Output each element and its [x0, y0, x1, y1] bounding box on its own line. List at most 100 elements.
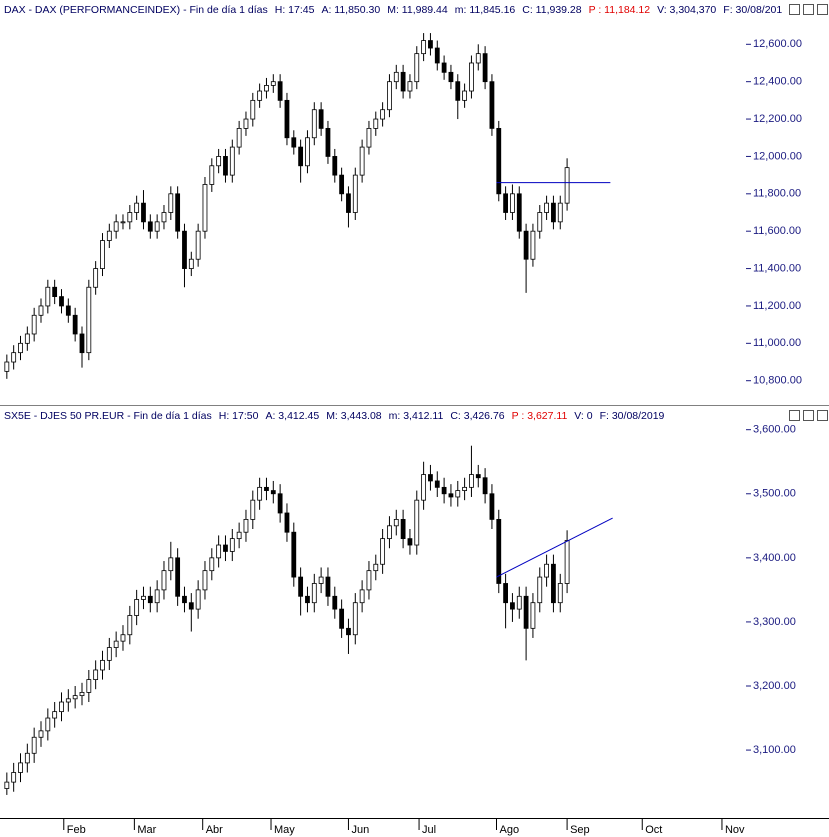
candle-body: [284, 99, 290, 139]
candle-body: [65, 305, 71, 316]
button[interactable]: [803, 4, 814, 15]
candle-body: [462, 90, 468, 101]
button[interactable]: [803, 410, 814, 421]
candle-body: [209, 557, 215, 572]
candle-body: [38, 730, 44, 738]
header-field: M: 3,443.08: [326, 410, 382, 422]
candle-body: [564, 167, 570, 204]
candle-body: [65, 698, 71, 703]
candle-body: [4, 781, 10, 789]
y-tick-label: 3,300.00: [753, 616, 796, 628]
header-field: H: 17:50: [219, 410, 259, 422]
header-field: C: 3,426.76: [450, 410, 504, 422]
button[interactable]: [789, 410, 800, 421]
header-field: C: 11,939.28: [522, 4, 582, 16]
candle-body: [79, 692, 85, 697]
candle-body: [482, 477, 488, 495]
candle-body: [407, 538, 413, 546]
x-tick-label: Sep: [570, 824, 590, 836]
candle-body: [564, 540, 570, 584]
y-tick-label: 12,600.00: [753, 38, 802, 50]
candle-body: [175, 557, 181, 597]
x-tick-label: Nov: [725, 824, 745, 836]
candle-body: [325, 127, 331, 157]
candle-body: [154, 589, 160, 604]
candle-body: [86, 679, 92, 693]
candle-body: [188, 258, 194, 269]
y-tick-label: 3,600.00: [753, 424, 796, 436]
candle-body: [18, 342, 23, 354]
panel-header: SX5E - DJES 50 PR.EUR - Fin de día 1 día…: [4, 410, 665, 422]
candle-body: [346, 193, 351, 213]
candle-body: [229, 146, 235, 176]
candle-body: [516, 193, 522, 232]
header-field: V: 0: [574, 410, 592, 422]
candle-body: [45, 717, 51, 732]
candle-body: [202, 184, 208, 232]
candle-body: [291, 137, 297, 148]
candle-body: [407, 81, 413, 92]
candle-body: [496, 127, 502, 195]
candle-body: [510, 193, 515, 213]
candle-body: [127, 212, 133, 223]
candle-body: [537, 576, 543, 604]
candle-body: [544, 563, 549, 578]
candle-body: [72, 695, 78, 700]
header-field: m: 11,845.16: [455, 4, 516, 16]
candle-body: [475, 53, 481, 64]
candle-body: [366, 127, 372, 148]
x-tick-label: May: [274, 824, 295, 836]
button[interactable]: [817, 410, 828, 421]
candle-body: [147, 221, 153, 232]
candle-body: [113, 640, 119, 648]
candle-body: [24, 752, 30, 764]
button[interactable]: [817, 4, 828, 15]
x-tick-label: Oct: [645, 824, 662, 836]
y-tick-label: 12,200.00: [753, 113, 802, 125]
candle-body: [154, 221, 160, 232]
x-tick-label: Mar: [137, 824, 156, 836]
candle-body: [284, 512, 290, 533]
candle-body: [270, 490, 276, 495]
candle-body: [147, 595, 153, 604]
candle-body: [503, 583, 508, 604]
candle-body: [161, 212, 167, 223]
candle-body: [188, 602, 194, 610]
candle-body: [52, 286, 58, 298]
candle-body: [100, 240, 105, 269]
candle-body: [182, 595, 187, 604]
header-field: P : 3,627.11: [512, 410, 568, 422]
candle-body: [59, 701, 64, 713]
candle-body: [31, 314, 37, 335]
candle-body: [202, 570, 208, 591]
candle-body: [113, 221, 119, 232]
y-tick-label: 12,000.00: [753, 150, 802, 162]
button[interactable]: [789, 4, 800, 15]
candle-body: [414, 499, 420, 546]
candle-body: [229, 538, 235, 552]
candle-body: [264, 85, 269, 92]
candle-body: [257, 90, 263, 101]
candle-body: [339, 174, 345, 195]
candle-body: [359, 146, 365, 176]
candle-body: [195, 230, 201, 260]
candle-body: [24, 333, 30, 344]
candle-body: [236, 127, 242, 148]
candle-body: [332, 156, 338, 176]
candle-body: [489, 493, 495, 520]
candle-body: [537, 212, 543, 232]
candle-body: [216, 544, 222, 559]
header-field: M: 11,989.44: [387, 4, 448, 16]
candle-body: [4, 361, 10, 372]
candle-body: [551, 563, 556, 604]
header-field: F: 30/08/2019: [600, 410, 665, 422]
candle-body: [428, 474, 433, 482]
candle-body: [277, 81, 283, 101]
x-tick-label: Jul: [422, 824, 436, 836]
candle-body: [195, 589, 201, 610]
candle-body: [270, 81, 276, 86]
candle-body: [373, 563, 379, 572]
candle-body: [243, 518, 249, 533]
candle-body: [318, 576, 324, 584]
